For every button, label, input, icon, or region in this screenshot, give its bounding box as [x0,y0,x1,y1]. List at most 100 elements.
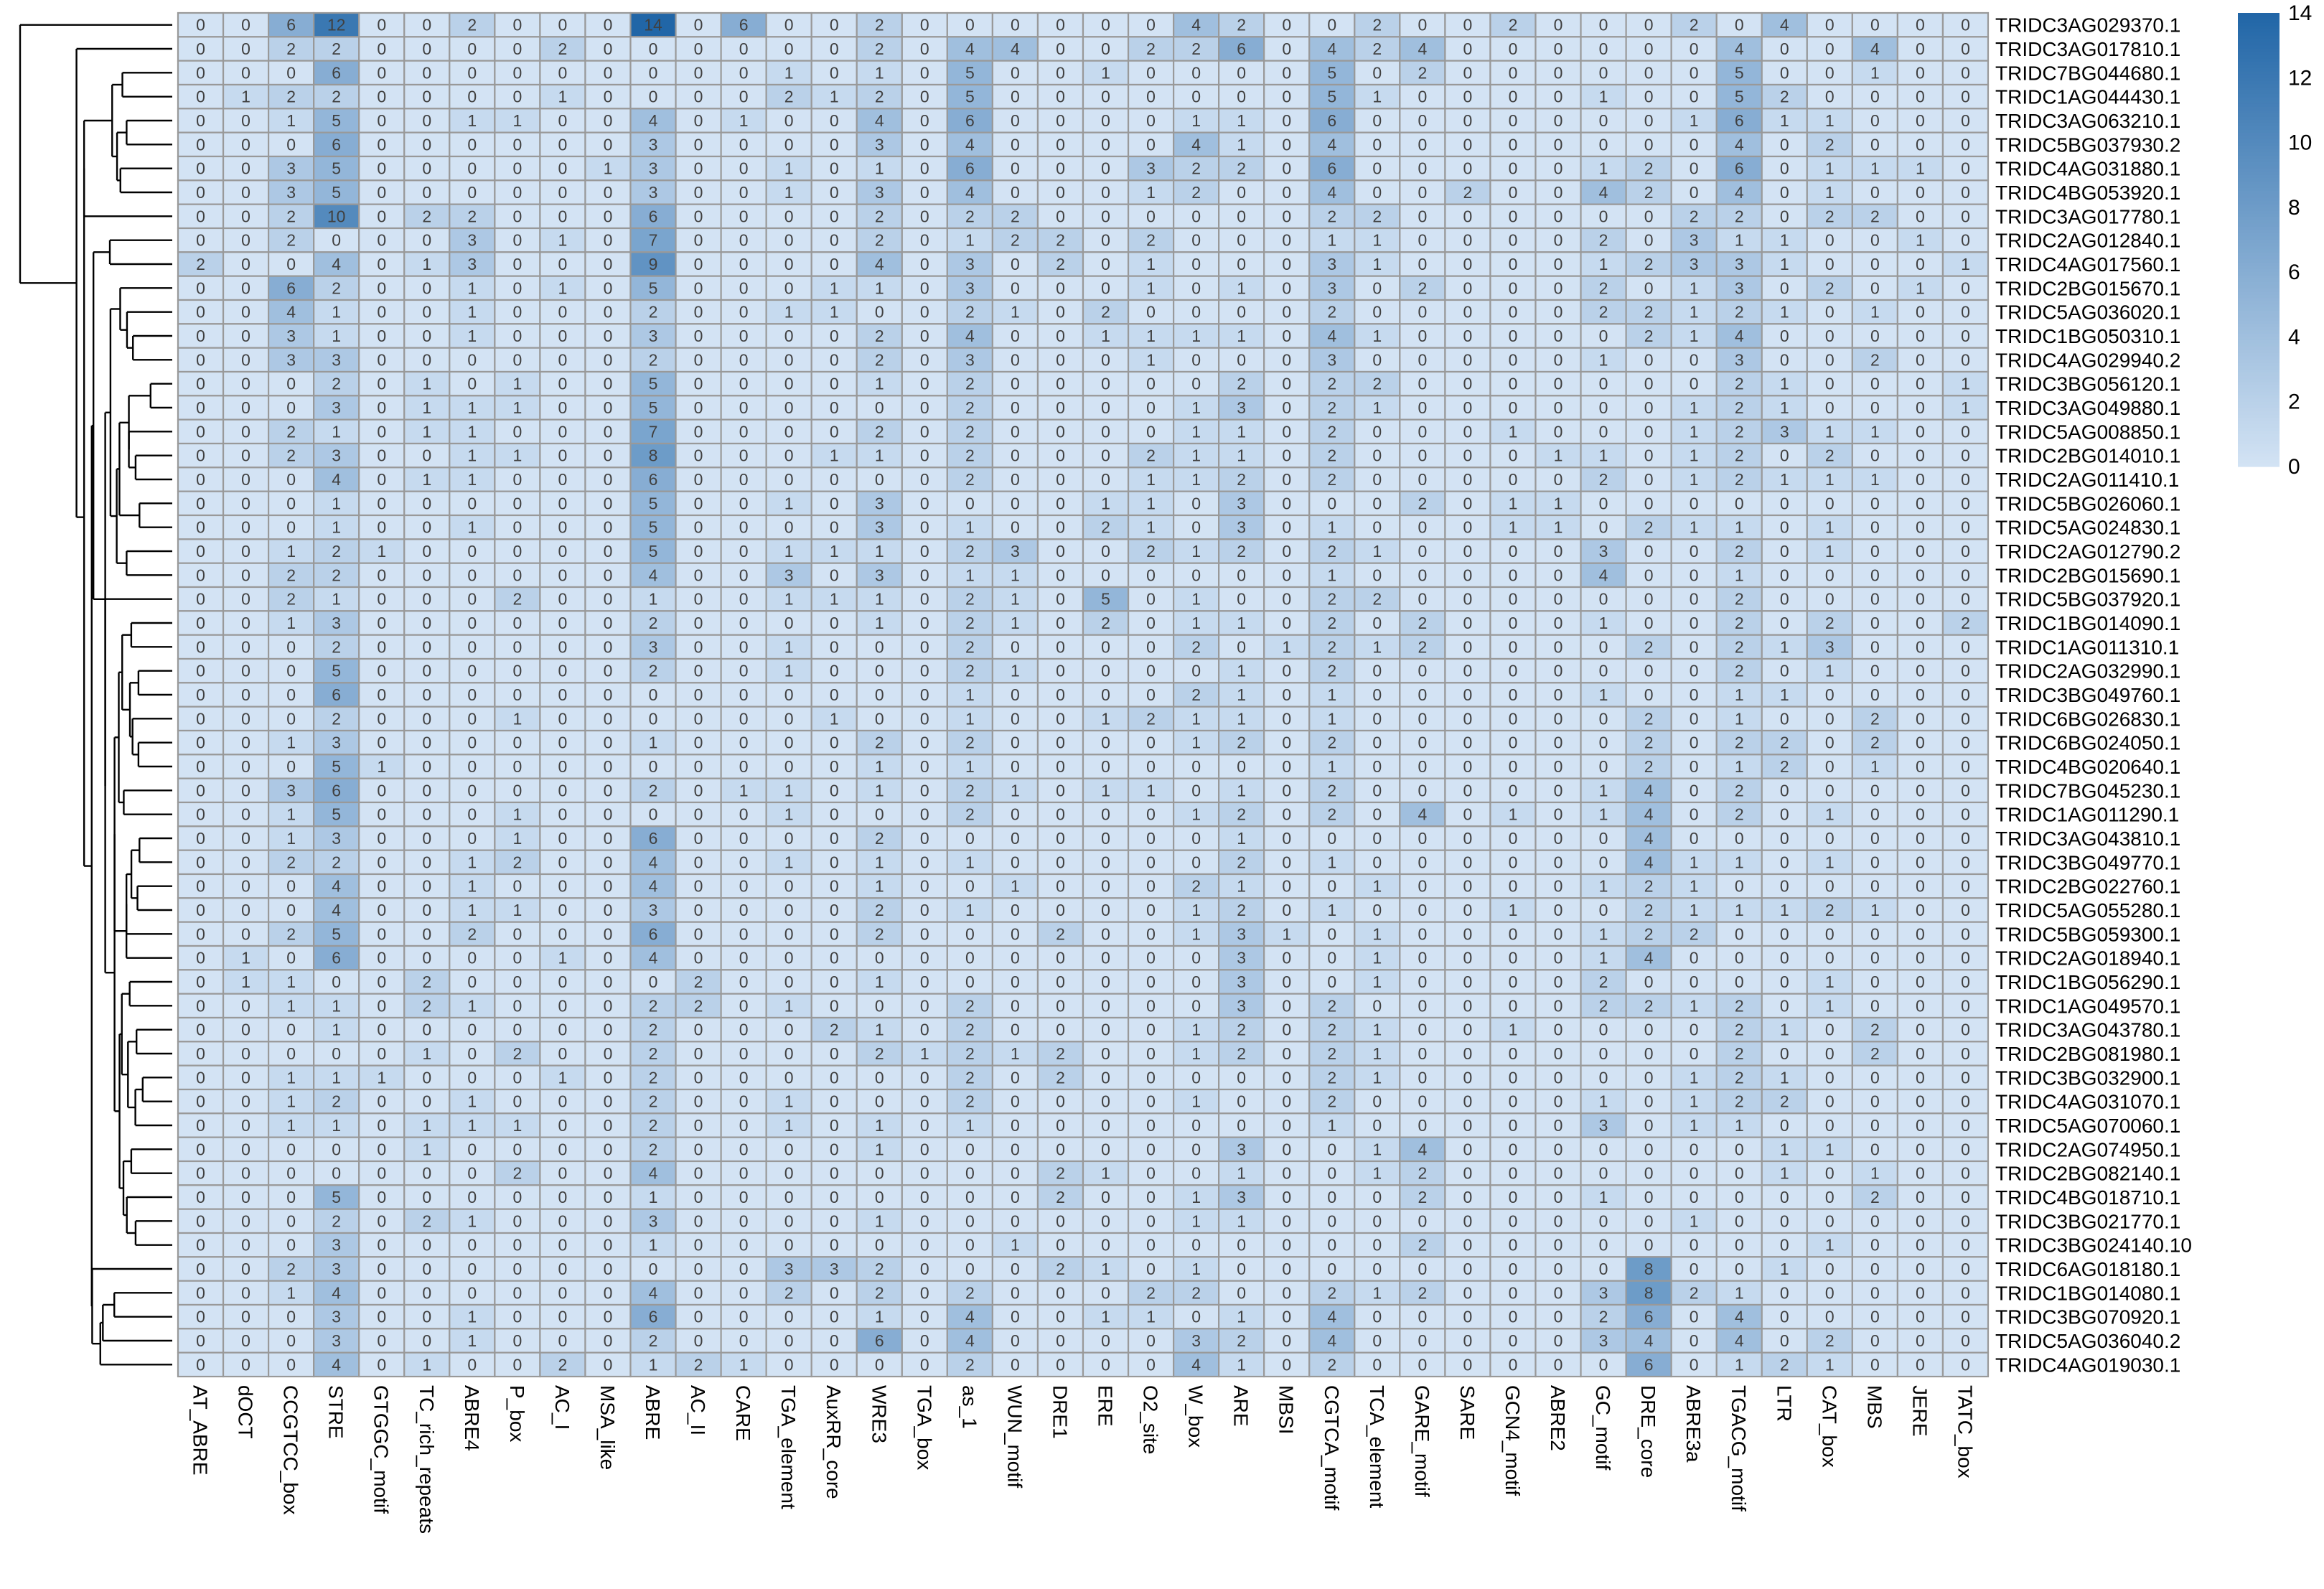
cell-value-label: 1 [1735,1116,1744,1135]
cell-value-label: 2 [1191,183,1201,202]
column-label: AuxRR_core [823,1385,845,1499]
cell-value-label: 0 [1282,159,1291,178]
cell-value-label: 0 [1554,135,1563,154]
cell-value-label: 0 [830,1211,839,1230]
cell-value-label: 1 [286,829,296,848]
cell-value-label: 0 [241,1044,250,1063]
column-label: DRE1 [1049,1385,1071,1439]
cell-value-label: 0 [830,1355,839,1374]
cell-value-label: 0 [332,1044,341,1063]
cell-value-label: 1 [332,518,341,537]
cell-value-label: 0 [196,590,205,609]
cell-value-label: 1 [332,1021,341,1039]
cell-value-label: 1 [332,996,341,1015]
colorbar-gradient-segment [2238,320,2280,324]
cell-value-label: 2 [1327,590,1336,609]
cell-value-label: 0 [694,662,703,680]
cell-value-label: 0 [1825,231,1835,250]
cell-value-label: 0 [1056,422,1065,441]
cell-value-label: 0 [422,949,431,967]
cell-value-label: 4 [965,39,975,58]
cell-value-label: 2 [965,542,975,561]
cell-value-label: 0 [739,901,749,919]
cell-value-label: 0 [830,972,839,991]
cell-value-label: 0 [784,375,794,393]
cell-value-label: 0 [694,1188,703,1206]
cell-value-label: 1 [830,303,839,322]
cell-value-label: 0 [1599,757,1608,776]
cell-value-label: 0 [1825,1116,1835,1135]
cell-value-label: 2 [286,590,296,609]
cell-value-label: 2 [332,637,341,656]
cell-value-label: 0 [920,1164,929,1183]
cell-value-label: 0 [739,1283,749,1302]
cell-value-label: 0 [1961,901,1970,919]
cell-value-label: 2 [467,16,477,34]
cell-value-label: 0 [1282,1188,1291,1206]
cell-value-label: 0 [1825,1092,1835,1111]
cell-value-label: 2 [1961,614,1970,632]
cell-value-label: 1 [1372,1044,1382,1063]
cell-value-label: 0 [784,350,794,369]
cell-value-label: 0 [1554,1068,1563,1087]
cell-value-label: 0 [1101,350,1110,369]
colorbar-gradient-segment [2238,16,2280,20]
cell-value-label: 1 [1599,1188,1608,1206]
cell-value-label: 0 [1870,398,1880,417]
row-label: TRIDC1BG050310.1 [1995,325,2180,347]
cell-value-label: 0 [1463,1283,1473,1302]
row-label: TRIDC3BG049760.1 [1995,684,2180,706]
cell-value-label: 0 [1282,327,1291,345]
cell-value-label: 0 [1372,1260,1382,1278]
cell-value-label: 1 [1011,614,1020,632]
cell-value-label: 0 [1554,590,1563,609]
cell-value-label: 0 [241,518,250,537]
cell-value-label: 1 [241,88,250,106]
cell-value-label: 1 [1191,924,1201,943]
cell-value-label: 0 [512,1236,522,1255]
cell-value-label: 1 [422,1044,431,1063]
cell-value-label: 0 [1463,303,1473,322]
cell-value-label: 0 [1463,1308,1473,1326]
cell-value-label: 0 [512,278,522,297]
row-label: TRIDC3AG017780.1 [1995,205,2180,228]
cell-value-label: 0 [1916,16,1925,34]
cell-value-label: 1 [830,709,839,728]
cell-value-label: 0 [332,231,341,250]
cell-value-label: 4 [649,877,658,896]
cell-value-label: 1 [1690,422,1699,441]
row-label: TRIDC4BG018710.1 [1995,1186,2180,1209]
cell-value-label: 0 [467,63,477,82]
heatmap-cell [539,11,586,38]
cell-value-label: 0 [1825,1044,1835,1063]
cell-value-label: 0 [1825,16,1835,34]
cell-value-label: 2 [1237,1021,1246,1039]
cell-value-label: 0 [1780,446,1789,465]
heatmap-cell [1535,60,1582,86]
cell-value-label: 0 [1870,662,1880,680]
cell-value-label: 0 [694,1308,703,1326]
cell-value-label: 1 [558,231,568,250]
colorbar-gradient-segment [2238,35,2280,39]
cell-value-label: 0 [920,614,929,632]
cell-value-label: 0 [467,350,477,369]
cell-value-label: 6 [286,16,296,34]
cell-value-label: 0 [286,518,296,537]
cell-value-label: 0 [1554,637,1563,656]
cell-value-label: 0 [694,1068,703,1087]
cell-value-label: 0 [1644,662,1654,680]
cell-value-label: 0 [241,16,250,34]
row-label: TRIDC4AG031880.1 [1995,158,2180,180]
column-label: TCA_element [1366,1385,1388,1508]
cell-value-label: 0 [1101,183,1110,202]
cell-value-label: 0 [1825,88,1835,106]
cell-value-label: 0 [241,590,250,609]
cell-value-label: 1 [332,1068,341,1087]
cell-value-label: 0 [694,1260,703,1278]
cell-value-label: 0 [196,135,205,154]
cell-value-label: 0 [875,398,884,417]
cell-value-label: 5 [332,1188,341,1206]
cell-value-label: 1 [1372,255,1382,273]
cell-value-label: 2 [875,829,884,848]
cell-value-label: 0 [558,924,568,943]
